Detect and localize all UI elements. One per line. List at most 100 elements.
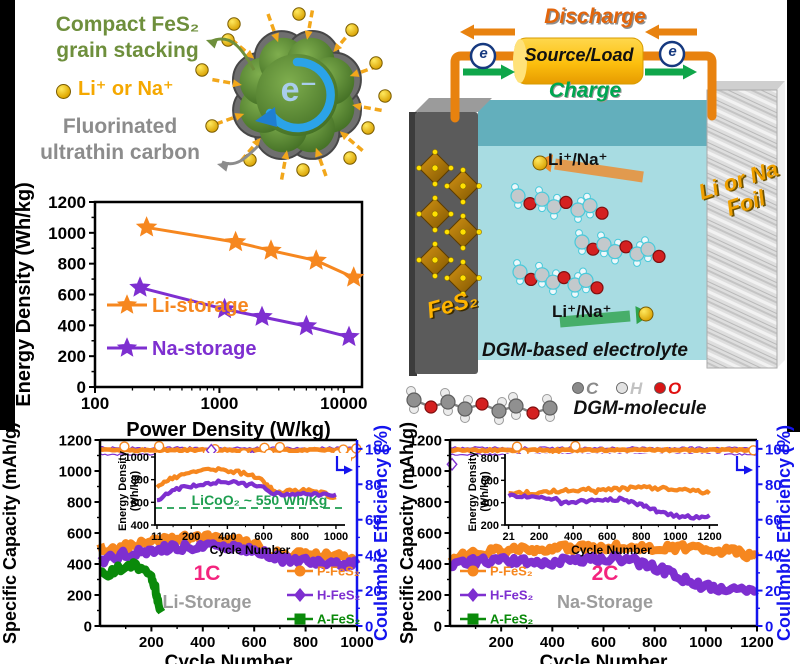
svg-text:100: 100 bbox=[765, 441, 790, 458]
atom-legend-balls bbox=[572, 382, 666, 394]
svg-text:60: 60 bbox=[765, 512, 782, 529]
ragone-axes: 0 200 400 600 800 1000 1200 100 1000 10000 Power D… bbox=[13, 182, 367, 441]
left-black-bar bbox=[0, 0, 15, 430]
svg-text:600: 600 bbox=[481, 475, 499, 487]
svg-text:200: 200 bbox=[417, 588, 442, 605]
svg-text:600: 600 bbox=[242, 634, 267, 651]
svg-text:400: 400 bbox=[481, 498, 499, 510]
ion-bottom-label: Li⁺/Na⁺ bbox=[552, 302, 612, 321]
svg-text:1200: 1200 bbox=[409, 433, 442, 450]
svg-text:80: 80 bbox=[365, 477, 382, 494]
svg-text:1000: 1000 bbox=[663, 531, 687, 543]
svg-text:800: 800 bbox=[293, 634, 318, 651]
svg-text:Specific Capacity (mAh/g): Specific Capacity (mAh/g) bbox=[0, 422, 20, 644]
carbon-line1: Fluorinated bbox=[62, 115, 178, 138]
svg-text:1200: 1200 bbox=[697, 531, 721, 543]
svg-text:800: 800 bbox=[481, 453, 499, 465]
svg-text:0: 0 bbox=[765, 619, 773, 636]
svg-text:0: 0 bbox=[365, 619, 373, 636]
svg-text:1000: 1000 bbox=[689, 634, 722, 651]
svg-text:400: 400 bbox=[67, 557, 92, 574]
source-load-cylinder bbox=[513, 37, 644, 85]
atom-c-label: C bbox=[586, 379, 599, 398]
annotations: 1C Li-Storage bbox=[162, 562, 251, 612]
svg-text:1200: 1200 bbox=[59, 433, 92, 450]
svg-text:100: 100 bbox=[365, 441, 390, 458]
svg-text:(Wh/kg): (Wh/kg) bbox=[479, 471, 491, 512]
li-na-foil-electrode bbox=[706, 81, 785, 369]
ion-bullet-icon bbox=[56, 84, 71, 99]
capacity-series bbox=[447, 539, 760, 596]
mechanism-line1: Compact FeS₂ bbox=[55, 13, 200, 36]
svg-text:21: 21 bbox=[502, 531, 514, 543]
svg-text:600: 600 bbox=[67, 526, 92, 543]
svg-text:800: 800 bbox=[131, 475, 149, 487]
carbon-pointer-arrow bbox=[217, 144, 260, 172]
svg-text:A-FeS₂: A-FeS₂ bbox=[490, 612, 534, 627]
svg-text:400: 400 bbox=[417, 557, 442, 574]
dgm-molecule-chain bbox=[510, 183, 609, 223]
svg-text:200: 200 bbox=[58, 347, 86, 366]
fes2-crystal-structure bbox=[416, 149, 482, 297]
mechanism-panel: Compact FeS₂ grain stacking Li⁺ or Na⁺ F… bbox=[0, 0, 400, 180]
svg-text:200: 200 bbox=[530, 531, 548, 543]
svg-text:400: 400 bbox=[540, 634, 565, 651]
svg-text:1000: 1000 bbox=[324, 531, 348, 543]
svg-text:1000: 1000 bbox=[340, 634, 373, 651]
svg-text:Coulumbic Efficiency (%): Coulumbic Efficiency (%) bbox=[774, 425, 794, 641]
svg-text:200: 200 bbox=[139, 634, 164, 651]
svg-text:1000: 1000 bbox=[409, 464, 442, 481]
svg-text:10000: 10000 bbox=[320, 394, 367, 413]
atom-o-label: O bbox=[668, 379, 682, 398]
svg-text:400: 400 bbox=[190, 634, 215, 651]
carbon-line2: ultrathin carbon bbox=[40, 141, 200, 164]
svg-text:0: 0 bbox=[434, 619, 442, 636]
svg-text:800: 800 bbox=[417, 495, 442, 512]
ion-label: Li⁺ or Na⁺ bbox=[78, 78, 174, 100]
svg-text:1000: 1000 bbox=[59, 464, 92, 481]
right-black-bar bbox=[787, 0, 800, 432]
svg-text:20: 20 bbox=[365, 583, 382, 600]
svg-text:600: 600 bbox=[58, 286, 86, 305]
svg-text:600: 600 bbox=[591, 634, 616, 651]
series-legend: P-FeS₂ H-FeS₂ A-FeS₂ bbox=[460, 564, 534, 627]
svg-text:400: 400 bbox=[218, 531, 236, 543]
annotations: 2C Na-Storage bbox=[557, 562, 653, 612]
svg-text:Cycle Number: Cycle Number bbox=[571, 543, 652, 557]
fes2-particle-schematic bbox=[195, 7, 392, 180]
svg-text:800: 800 bbox=[67, 495, 92, 512]
ion-top-label: Li⁺/Na⁺ bbox=[548, 150, 608, 169]
svg-text:0: 0 bbox=[77, 378, 86, 397]
ion-shuttle-arrows bbox=[532, 154, 654, 328]
electron-circle-icons bbox=[469, 40, 686, 70]
svg-text:20: 20 bbox=[765, 583, 782, 600]
svg-text:1200: 1200 bbox=[740, 634, 773, 651]
svg-text:1C: 1C bbox=[194, 562, 221, 585]
charge-arrows bbox=[463, 64, 697, 80]
charge-label: Charge bbox=[548, 79, 622, 102]
svg-text:Coulumbic Efficiency (%): Coulumbic Efficiency (%) bbox=[371, 425, 391, 641]
svg-text:200: 200 bbox=[489, 634, 514, 651]
svg-text:Na-storage: Na-storage bbox=[152, 338, 256, 360]
svg-text:400: 400 bbox=[131, 520, 149, 532]
electron-symbol: e⁻ bbox=[280, 71, 318, 109]
svg-text:Li-storage: Li-storage bbox=[152, 295, 249, 317]
mechanism-line2: grain stacking bbox=[56, 39, 199, 62]
svg-text:Specific Capacity (mAh/g): Specific Capacity (mAh/g) bbox=[397, 422, 417, 644]
svg-text:600: 600 bbox=[598, 531, 616, 543]
circuit-wires bbox=[450, 51, 717, 123]
electrolyte-molecules bbox=[510, 183, 666, 298]
svg-text:800: 800 bbox=[58, 255, 86, 274]
svg-text:800: 800 bbox=[632, 531, 650, 543]
dgm-molecule-chain bbox=[512, 259, 604, 298]
svg-text:Cycle Number: Cycle Number bbox=[165, 652, 293, 664]
discharge-arrows bbox=[460, 24, 697, 40]
electron-flow-arrow bbox=[255, 57, 335, 133]
svg-text:40: 40 bbox=[765, 548, 782, 565]
ragone-legend: Li-storage Na-storage bbox=[107, 294, 256, 360]
ce-axis-pointer-arrow bbox=[735, 456, 753, 475]
series-legend: P-FeS₂ H-FeS₂ A-FeS₂ bbox=[287, 564, 361, 627]
